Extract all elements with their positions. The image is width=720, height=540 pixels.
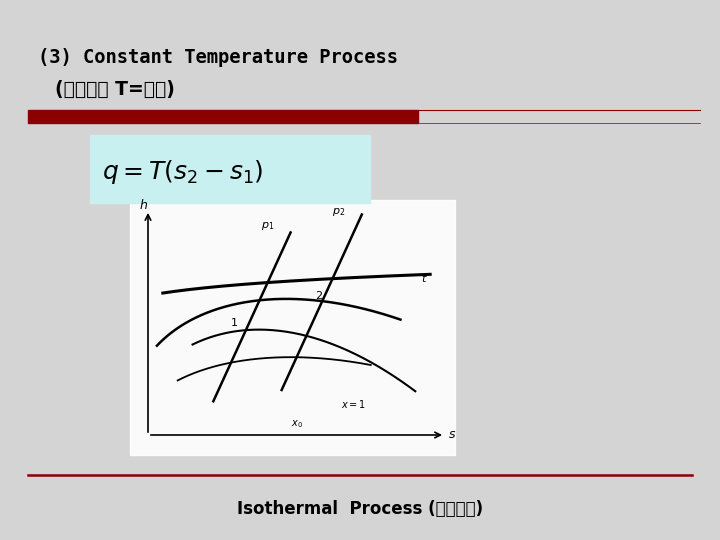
Text: 2: 2	[315, 291, 323, 301]
Text: t: t	[421, 274, 426, 284]
Bar	[130, 200, 455, 455]
Text: $x=1$: $x=1$	[341, 398, 366, 410]
Text: $p_1$: $p_1$	[261, 220, 274, 232]
Bar	[28, 110, 418, 123]
Text: Isothermal  Process (定温过程): Isothermal Process (定温过程)	[237, 500, 483, 518]
Text: $q = T(s_2 - s_1)$: $q = T(s_2 - s_1)$	[102, 158, 264, 186]
Text: (3) Constant Temperature Process: (3) Constant Temperature Process	[38, 48, 398, 67]
Text: s: s	[449, 429, 456, 442]
Bar	[90, 135, 370, 203]
Text: $p_2$: $p_2$	[332, 206, 346, 219]
Text: $x_0$: $x_0$	[291, 418, 302, 430]
Text: (定温过程 T=定値): (定温过程 T=定値)	[55, 80, 175, 99]
Text: h: h	[140, 199, 148, 212]
Text: 1: 1	[231, 318, 238, 328]
